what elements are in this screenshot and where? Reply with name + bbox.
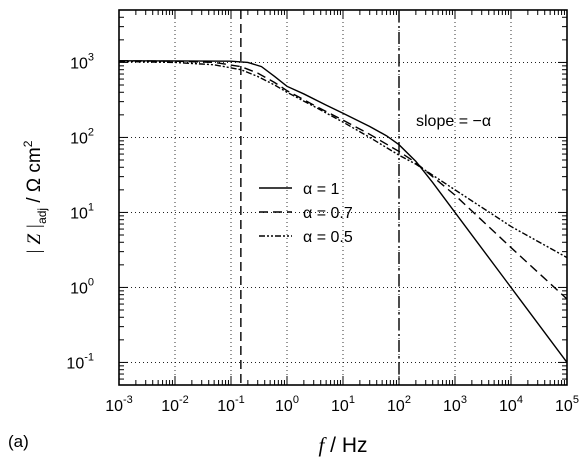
series-line — [119, 60, 567, 363]
y-tick-label: 103 — [70, 51, 94, 72]
series-line — [119, 60, 567, 259]
plot-frame — [118, 9, 568, 386]
x-tick-label: 10-2 — [161, 394, 189, 415]
x-tick-label: 100 — [275, 394, 299, 415]
legend-label: α = 0.5 — [303, 229, 353, 246]
slope-annotation: slope = −α — [416, 113, 491, 130]
x-tick-label: 102 — [387, 394, 411, 415]
y-tick-label: 10-1 — [66, 351, 94, 372]
y-tick-label: 100 — [70, 276, 94, 297]
x-tick-label: 105 — [555, 394, 579, 415]
x-tick-label: 10-3 — [105, 394, 133, 415]
legend-label: α = 0.7 — [303, 205, 353, 222]
x-tick-label: 103 — [443, 394, 467, 415]
x-tick-label: 104 — [499, 394, 523, 415]
panel-label: (a) — [8, 432, 29, 451]
y-axis-label: | Z |adj / Ω cm2 — [21, 140, 49, 254]
x-tick-label: 10-1 — [217, 394, 245, 415]
y-tick-label: 101 — [70, 201, 94, 222]
legend-label: α = 1 — [303, 181, 339, 198]
x-axis-label: f / Hz — [318, 433, 367, 457]
x-tick-label: 101 — [331, 394, 355, 415]
series-line — [119, 60, 567, 300]
y-tick-label: 102 — [70, 126, 94, 147]
